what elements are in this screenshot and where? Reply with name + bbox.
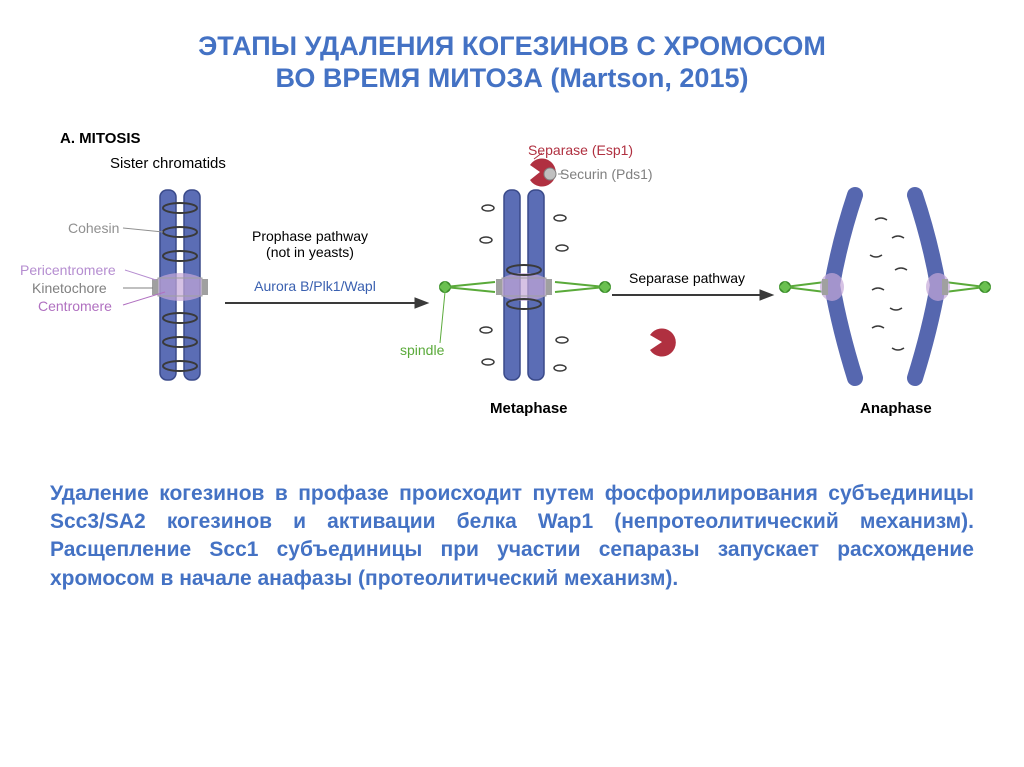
diagram-svg bbox=[50, 130, 1010, 440]
arrow-prophase bbox=[225, 298, 428, 308]
prophase-chromatids bbox=[123, 190, 208, 380]
diagram-area: A. MITOSIS Sister chromatids Cohesin Per… bbox=[50, 130, 974, 440]
body-paragraph: Удаление когезинов в профазе происходит … bbox=[50, 480, 974, 593]
title-line2: ВО ВРЕМЯ МИТОЗА (Martson, 2015) bbox=[276, 63, 749, 93]
arrow-separase bbox=[612, 290, 773, 300]
active-separase-icon bbox=[650, 328, 676, 356]
anaphase-chromatids bbox=[779, 195, 991, 378]
title-line1: ЭТАПЫ УДАЛЕНИЯ КОГЕЗИНОВ С ХРОМОСОМ bbox=[198, 31, 826, 61]
separase-securin-icon bbox=[530, 153, 566, 187]
metaphase-chromatids bbox=[439, 190, 611, 380]
slide-title: ЭТАПЫ УДАЛЕНИЯ КОГЕЗИНОВ С ХРОМОСОМ ВО В… bbox=[50, 30, 974, 95]
